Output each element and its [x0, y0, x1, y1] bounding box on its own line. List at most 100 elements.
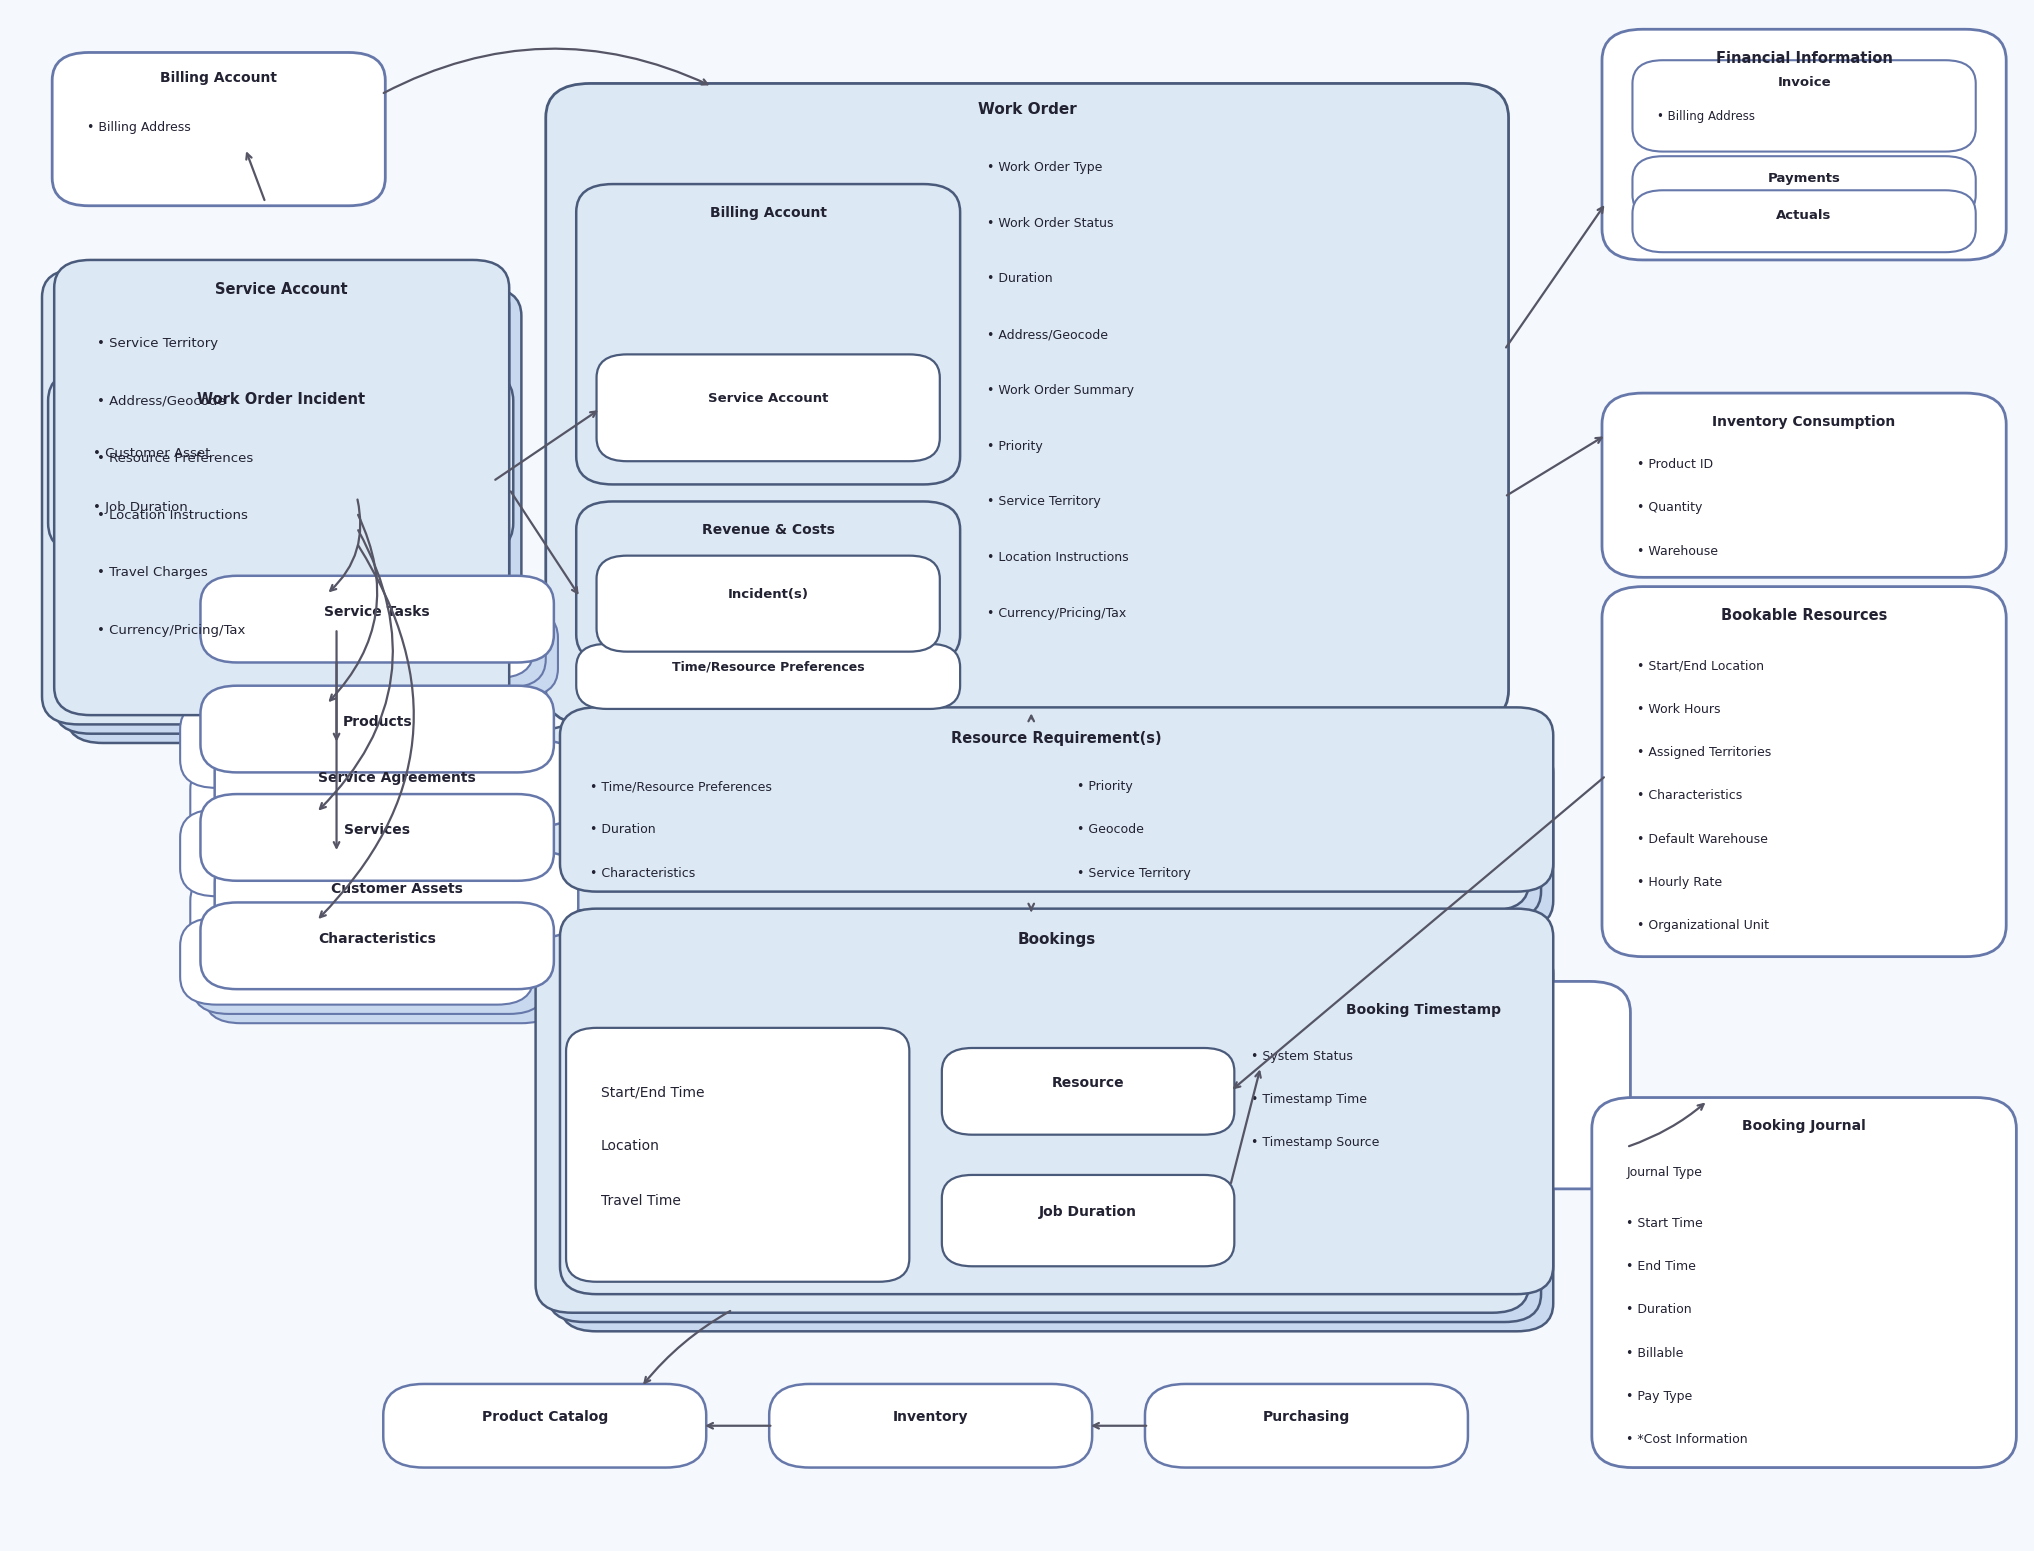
Text: Resource Requirement(s): Resource Requirement(s) — [952, 731, 1161, 746]
Text: • System Status: • System Status — [1251, 1050, 1353, 1062]
FancyBboxPatch shape — [205, 720, 557, 807]
Text: • Address/Geocode: • Address/Geocode — [986, 329, 1109, 341]
FancyBboxPatch shape — [193, 927, 545, 1014]
Text: • Assigned Territories: • Assigned Territories — [1637, 746, 1772, 758]
FancyBboxPatch shape — [201, 686, 553, 772]
Text: Product Catalog: Product Catalog — [482, 1410, 608, 1424]
FancyBboxPatch shape — [43, 270, 496, 724]
FancyBboxPatch shape — [193, 710, 545, 797]
Text: • Start Time: • Start Time — [1627, 1216, 1702, 1230]
Text: • Geocode: • Geocode — [1076, 824, 1143, 836]
Text: Invoice: Invoice — [1778, 76, 1831, 88]
FancyBboxPatch shape — [1633, 60, 1975, 152]
Text: Time/Resource Preferences: Time/Resource Preferences — [671, 661, 864, 675]
FancyBboxPatch shape — [181, 591, 533, 678]
Text: • Timestamp Source: • Timestamp Source — [1251, 1137, 1379, 1149]
Text: • Default Warehouse: • Default Warehouse — [1637, 833, 1768, 845]
FancyBboxPatch shape — [203, 768, 565, 855]
Text: • Work Order Summary: • Work Order Summary — [986, 383, 1133, 397]
Text: Payments: Payments — [1768, 172, 1841, 185]
FancyBboxPatch shape — [191, 758, 553, 845]
Text: • Customer Asset: • Customer Asset — [94, 447, 210, 461]
FancyBboxPatch shape — [559, 707, 1554, 892]
FancyBboxPatch shape — [576, 644, 960, 709]
FancyBboxPatch shape — [942, 1048, 1235, 1135]
Text: Revenue & Costs: Revenue & Costs — [702, 523, 834, 537]
FancyBboxPatch shape — [1145, 1383, 1469, 1467]
Text: Job Duration: Job Duration — [1039, 1205, 1137, 1219]
FancyBboxPatch shape — [1633, 191, 1975, 253]
Text: Bookings: Bookings — [1017, 932, 1096, 946]
Text: • Duration: • Duration — [590, 824, 657, 836]
Text: Journal Type: Journal Type — [1627, 1166, 1702, 1179]
Text: • Service Territory: • Service Territory — [98, 338, 218, 351]
Text: Inventory Consumption: Inventory Consumption — [1713, 414, 1896, 428]
FancyBboxPatch shape — [191, 870, 553, 957]
Text: • Pay Type: • Pay Type — [1627, 1390, 1692, 1404]
FancyBboxPatch shape — [1593, 1098, 2016, 1467]
FancyBboxPatch shape — [205, 828, 557, 915]
Text: • Organizational Unit: • Organizational Unit — [1637, 920, 1768, 932]
Text: Incident(s): Incident(s) — [728, 588, 810, 602]
Text: Actuals: Actuals — [1776, 209, 1833, 222]
Text: • Warehouse: • Warehouse — [1637, 544, 1717, 558]
FancyBboxPatch shape — [545, 84, 1509, 724]
FancyBboxPatch shape — [1603, 586, 2006, 957]
Text: • Billable: • Billable — [1627, 1346, 1684, 1360]
Text: Service Agreements: Service Agreements — [317, 771, 476, 785]
FancyBboxPatch shape — [201, 903, 553, 990]
FancyBboxPatch shape — [201, 575, 553, 662]
FancyBboxPatch shape — [547, 937, 1542, 1321]
Text: • Work Hours: • Work Hours — [1637, 703, 1721, 715]
FancyBboxPatch shape — [559, 909, 1554, 1294]
FancyBboxPatch shape — [216, 777, 578, 864]
FancyBboxPatch shape — [942, 1176, 1235, 1266]
Text: Booking Journal: Booking Journal — [1743, 1120, 1865, 1134]
FancyBboxPatch shape — [49, 369, 513, 554]
Text: Work Order: Work Order — [978, 102, 1076, 116]
FancyBboxPatch shape — [193, 819, 545, 906]
Text: • Start/End Location: • Start/End Location — [1637, 659, 1763, 673]
Text: Location: Location — [600, 1140, 659, 1154]
FancyBboxPatch shape — [596, 555, 940, 651]
FancyBboxPatch shape — [55, 279, 508, 734]
Text: • Work Order Status: • Work Order Status — [986, 217, 1113, 230]
FancyBboxPatch shape — [547, 735, 1542, 920]
FancyBboxPatch shape — [382, 1383, 706, 1467]
Text: • Characteristics: • Characteristics — [1637, 789, 1741, 802]
Text: • Billing Address: • Billing Address — [87, 121, 191, 133]
Text: • Hourly Rate: • Hourly Rate — [1637, 876, 1721, 889]
Text: • Job Duration: • Job Duration — [94, 501, 187, 515]
Text: • Address/Geocode: • Address/Geocode — [98, 394, 226, 408]
Text: • Service Territory: • Service Territory — [986, 495, 1100, 509]
FancyBboxPatch shape — [596, 354, 940, 461]
FancyBboxPatch shape — [205, 937, 557, 1024]
FancyBboxPatch shape — [201, 794, 553, 881]
Text: • Travel Charges: • Travel Charges — [98, 566, 207, 580]
Text: Billing Account: Billing Account — [161, 71, 277, 85]
Text: Work Order Incident: Work Order Incident — [197, 391, 364, 406]
Text: Service Account: Service Account — [708, 392, 828, 405]
Text: • Resource Preferences: • Resource Preferences — [98, 451, 252, 465]
FancyBboxPatch shape — [203, 879, 565, 966]
FancyBboxPatch shape — [55, 261, 508, 715]
Text: Resource: Resource — [1052, 1076, 1125, 1090]
Text: • End Time: • End Time — [1627, 1259, 1696, 1273]
Text: • Duration: • Duration — [986, 273, 1052, 285]
Text: • Location Instructions: • Location Instructions — [986, 551, 1129, 565]
Text: • *Cost Information: • *Cost Information — [1627, 1433, 1747, 1447]
FancyBboxPatch shape — [559, 946, 1554, 1331]
FancyBboxPatch shape — [181, 810, 533, 896]
Text: • Service Territory: • Service Territory — [1076, 867, 1190, 879]
Text: • Duration: • Duration — [1627, 1303, 1692, 1317]
Text: • Characteristics: • Characteristics — [590, 867, 696, 879]
FancyBboxPatch shape — [181, 701, 533, 788]
Text: Services: Services — [344, 824, 411, 838]
Text: • Billing Address: • Billing Address — [1658, 110, 1755, 123]
FancyBboxPatch shape — [181, 918, 533, 1005]
FancyBboxPatch shape — [1603, 392, 2006, 577]
Text: • Location Instructions: • Location Instructions — [98, 509, 248, 523]
FancyBboxPatch shape — [216, 851, 578, 938]
FancyBboxPatch shape — [216, 740, 578, 827]
Text: Service Account: Service Account — [216, 282, 348, 296]
